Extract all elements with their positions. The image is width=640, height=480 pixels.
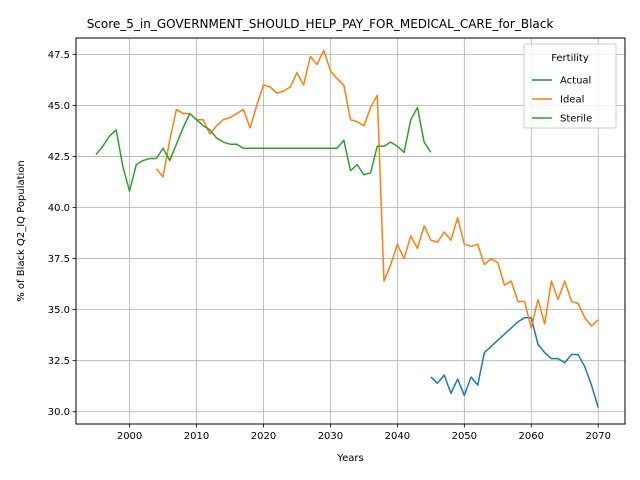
series-line-sterile xyxy=(95,106,432,192)
x-axis-ticks: 2000 2010 2020 2030 2040 2050 2060 2070 xyxy=(117,424,611,442)
legend-label-actual: Actual xyxy=(560,76,591,87)
legend-box xyxy=(523,43,617,129)
legend: Fertility Actual Ideal Sterile xyxy=(523,43,617,129)
x-axis-label: Years xyxy=(336,453,363,464)
x-tick-label: 2020 xyxy=(251,431,276,442)
x-tick-label: 2030 xyxy=(318,431,343,442)
y-tick-label: 42.5 xyxy=(48,152,70,163)
y-tick-label: 45.0 xyxy=(48,101,70,112)
y-axis-label: % of Black Q2_IQ Population xyxy=(16,160,27,302)
y-axis-ticks: 30.0 32.5 35.0 37.5 40.0 42.5 45.0 47.5 xyxy=(48,50,76,418)
y-tick-label: 32.5 xyxy=(48,356,70,367)
x-tick-label: 2070 xyxy=(585,431,610,442)
x-tick-label: 2040 xyxy=(385,431,410,442)
plot-area-frame xyxy=(75,37,626,425)
y-tick-label: 37.5 xyxy=(48,254,70,265)
legend-entries: Actual Ideal Sterile xyxy=(532,76,592,125)
x-tick-label: 2010 xyxy=(184,431,209,442)
series-line-ideal xyxy=(155,49,599,329)
legend-label-sterile: Sterile xyxy=(560,114,592,125)
x-tick-label: 2060 xyxy=(519,431,544,442)
y-tick-label: 30.0 xyxy=(48,407,70,418)
x-tick-label: 2000 xyxy=(117,431,142,442)
y-tick-label: 47.5 xyxy=(48,50,70,61)
y-tick-label: 35.0 xyxy=(48,305,70,316)
legend-title: Fertility xyxy=(551,53,589,64)
legend-label-ideal: Ideal xyxy=(560,95,584,106)
chart-title: Score_5_in_GOVERNMENT_SHOULD_HELP_PAY_FO… xyxy=(87,17,554,31)
series-lines xyxy=(95,49,599,408)
x-tick-label: 2050 xyxy=(452,431,477,442)
series-line-actual xyxy=(430,317,599,408)
y-tick-label: 40.0 xyxy=(48,203,70,214)
